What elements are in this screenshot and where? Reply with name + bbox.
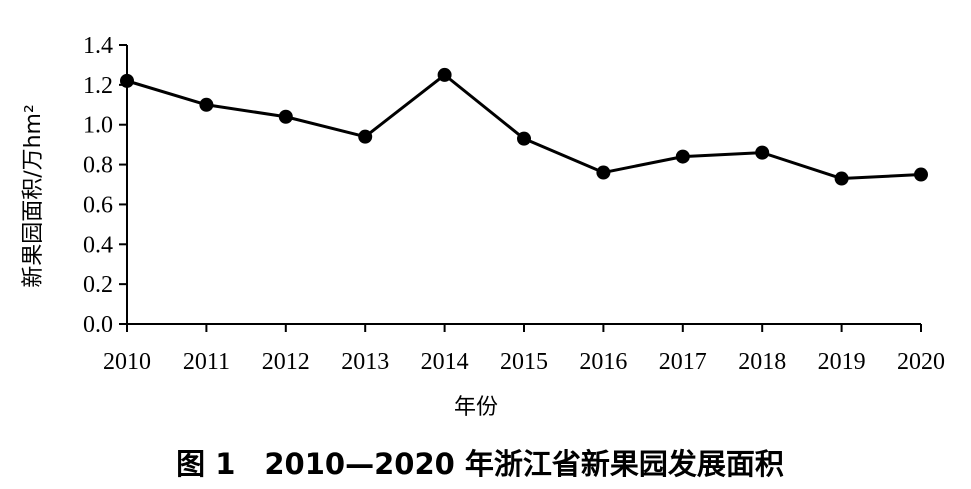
x-tick-label: 2010	[103, 349, 151, 375]
x-tick-label: 2016	[579, 349, 627, 375]
data-point	[437, 67, 452, 82]
series-layer	[120, 67, 928, 186]
y-tick-label: 0.6	[83, 192, 113, 218]
data-point	[199, 97, 214, 112]
x-tick-label: 2011	[183, 349, 230, 375]
y-tick-label: 1.2	[83, 73, 113, 99]
x-tick-label: 2013	[341, 349, 389, 375]
y-axis-title: 新果园面积/万hm²	[21, 104, 46, 288]
x-tick-label: 2015	[500, 349, 548, 375]
data-point	[755, 145, 770, 160]
y-axis-ticks: 0.0 0.2 0.4 0.6 0.8 1.0 1.2 1.4	[83, 33, 127, 338]
chart-title: 图 1 2010—2020 年浙江省新果园发展面积	[176, 447, 784, 481]
y-tick-label: 1.4	[83, 33, 113, 59]
y-tick-label: 0.4	[83, 232, 113, 258]
data-point	[517, 131, 531, 146]
data-point	[596, 165, 611, 180]
data-point	[120, 73, 134, 88]
data-point	[914, 167, 928, 182]
x-tick-label: 2018	[738, 349, 786, 375]
data-point	[358, 129, 373, 144]
data-point	[278, 109, 293, 124]
axes	[126, 45, 921, 325]
y-tick-label: 0.0	[83, 312, 113, 338]
data-point	[834, 171, 849, 186]
x-tick-label: 2017	[659, 349, 707, 375]
x-tick-label: 2014	[421, 349, 469, 375]
y-tick-label: 0.2	[83, 272, 113, 298]
x-tick-label: 2019	[818, 349, 866, 375]
series-line	[126, 73, 922, 181]
y-tick-label: 0.8	[83, 153, 113, 179]
y-tick-label: 1.0	[83, 113, 113, 139]
x-tick-label: 2012	[262, 349, 310, 375]
x-axis-title: 年份	[454, 395, 498, 420]
x-axis-ticks: 2010 2011 2012 2013 2014 2015 2016 2017 2018 2019…	[103, 324, 945, 375]
data-point	[675, 149, 690, 164]
x-tick-label: 2020	[897, 349, 945, 375]
